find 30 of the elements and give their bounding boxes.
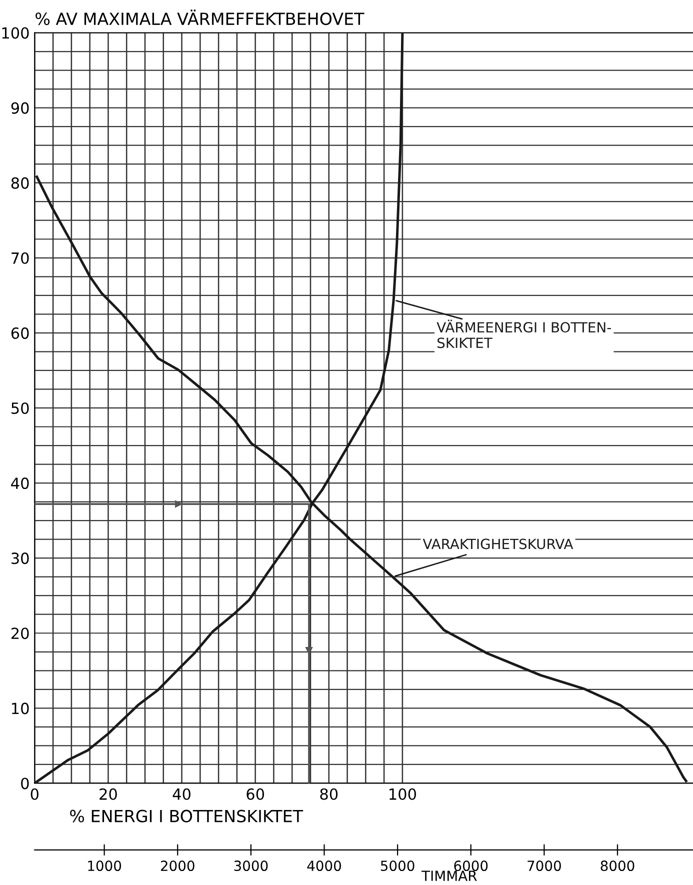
x-tick-label: 60 <box>246 788 264 800</box>
y-tick-label: 0 <box>21 778 29 790</box>
x2-tick-label: 8000 <box>600 860 634 872</box>
x-tick-label: 20 <box>100 788 117 800</box>
legend-label: VÄRMEENERGI I BOTTEN- SKIKTET <box>436 320 611 348</box>
text: VARAKTIGHETSKURVA <box>422 538 574 550</box>
x-tick-label: 100 <box>390 788 416 800</box>
x-axis-title: % ENERGI I BOTTENSKIKTET <box>70 810 304 822</box>
x2-tick-label: 3000 <box>234 860 268 872</box>
x-tick-label: 80 <box>320 788 338 800</box>
x-tick-label: 0 <box>30 788 38 800</box>
y-tick-label: 90 <box>11 102 29 114</box>
x2-tick-label: 4000 <box>307 860 341 872</box>
y-tick-label: 20 <box>11 628 29 640</box>
x2-tick-label: 7000 <box>528 860 561 872</box>
x2-tick-label: 6000 <box>454 860 488 872</box>
y-tick-label: 30 <box>12 552 29 564</box>
x2-axis-title: TIMMAR <box>422 870 477 881</box>
y-tick-label: 80 <box>11 177 29 189</box>
x2-tick-label: 5000 <box>380 860 414 872</box>
y-axis-title: % AV MAXIMALA VÄRMEFFEKTBEHOVET <box>36 10 364 26</box>
y-tick-label: 10 <box>12 702 29 714</box>
y-tick-label: 60 <box>11 327 29 339</box>
y-tick-label: 100 <box>2 27 29 39</box>
y-tick-label: 70 <box>12 252 29 264</box>
x-tick-label: 40 <box>172 788 190 800</box>
y-tick-label: 50 <box>12 402 29 414</box>
x2-tick-label: 2000 <box>160 860 194 872</box>
x2-tick-label: 1000 <box>88 860 122 872</box>
y-tick-label: 40 <box>11 478 29 490</box>
